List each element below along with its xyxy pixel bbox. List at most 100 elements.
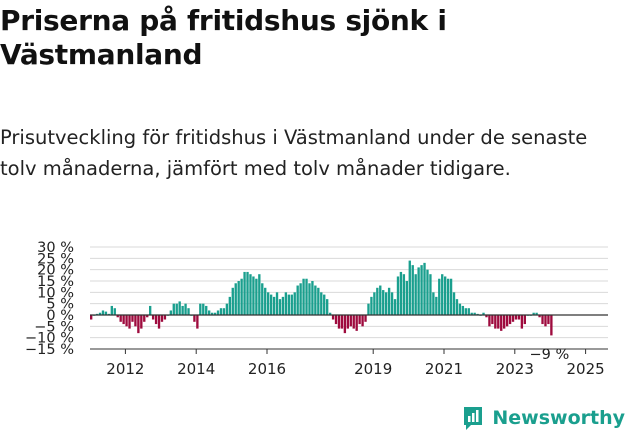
bar — [216, 310, 220, 315]
bar — [169, 310, 172, 315]
bar — [287, 294, 290, 315]
bar — [523, 315, 526, 325]
bar — [396, 276, 400, 315]
y-tick-label: 15 % — [37, 274, 74, 290]
bar — [429, 274, 432, 315]
bar — [370, 296, 373, 315]
bar — [458, 303, 462, 315]
bar — [346, 315, 349, 329]
bar — [544, 315, 547, 327]
bar — [261, 283, 264, 315]
bar — [514, 315, 518, 320]
bar — [349, 315, 352, 327]
bar — [337, 315, 341, 329]
bar — [264, 287, 267, 315]
bar — [149, 305, 152, 315]
bar — [376, 287, 379, 315]
bar — [520, 315, 524, 329]
bar — [352, 315, 355, 329]
bar — [181, 305, 184, 315]
bar — [467, 308, 470, 315]
newsworthy-brand[interactable]: Newsworthy — [462, 403, 625, 433]
bar — [358, 315, 361, 325]
x-tick-label: 2023 — [496, 360, 534, 378]
bar — [390, 292, 394, 315]
bar — [255, 278, 258, 315]
bar — [210, 312, 214, 315]
bar — [296, 285, 299, 315]
bar — [146, 315, 149, 318]
bar — [414, 274, 417, 315]
x-tick-label: 2016 — [248, 360, 286, 378]
bar — [420, 265, 423, 315]
bar — [367, 303, 370, 315]
bar — [122, 315, 125, 325]
bar — [98, 312, 102, 315]
bar — [328, 312, 332, 315]
bar — [284, 292, 288, 315]
bar — [140, 315, 143, 329]
bar — [399, 271, 403, 315]
bar — [196, 315, 199, 329]
x-tick-label: 2021 — [425, 360, 463, 378]
bar — [446, 278, 450, 315]
bar-chart: −15 %−10 %−5 %0 %5 %10 %15 %20 %25 %30 %… — [25, 240, 608, 378]
bar — [305, 278, 308, 315]
bar — [323, 294, 326, 315]
bar — [473, 312, 476, 315]
chart-title: Priserna på fritidshus sjönk i Västmanla… — [0, 4, 447, 71]
bar — [184, 303, 187, 315]
y-tick-label: 10 % — [37, 285, 74, 301]
bar — [137, 315, 140, 334]
x-tick-label: 2019 — [354, 360, 392, 378]
bar — [405, 281, 408, 315]
bar — [151, 315, 155, 320]
bar — [213, 312, 217, 315]
bar — [494, 315, 497, 329]
bar — [90, 315, 93, 320]
bar — [228, 296, 231, 315]
bar — [485, 315, 488, 318]
bar — [508, 315, 512, 325]
bar — [340, 315, 344, 329]
bar — [278, 299, 282, 315]
bar — [449, 278, 453, 315]
bar — [438, 278, 441, 315]
bar — [379, 285, 382, 315]
bar — [116, 315, 119, 318]
bar — [550, 315, 553, 336]
bar — [231, 287, 234, 315]
bar — [441, 274, 444, 315]
bar — [101, 310, 105, 315]
bar — [488, 315, 491, 327]
bar — [125, 315, 128, 327]
bar — [172, 303, 175, 315]
y-tick-label: −5 % — [34, 319, 74, 335]
bar — [252, 276, 255, 315]
y-tick-label: 30 % — [37, 240, 74, 256]
y-tick-label: 20 % — [37, 263, 74, 279]
chart-subtitle: Prisutveckling för fritidshus i Västmanl… — [0, 126, 588, 180]
x-tick-label: 2014 — [177, 360, 215, 378]
bar — [205, 305, 208, 315]
bar — [258, 274, 261, 315]
bar — [373, 292, 376, 315]
bar — [199, 303, 202, 315]
bar — [402, 274, 406, 315]
bar — [432, 292, 435, 315]
bar — [187, 308, 190, 315]
bar — [293, 292, 296, 315]
bar — [320, 292, 323, 315]
bar — [547, 315, 550, 325]
y-tick-label: −10 % — [25, 331, 74, 347]
bar — [308, 283, 311, 315]
bar — [193, 315, 196, 322]
bar — [464, 308, 467, 315]
bar — [317, 287, 320, 315]
bar — [104, 311, 108, 315]
bar — [538, 315, 541, 318]
bar — [237, 281, 240, 315]
bar — [535, 312, 538, 315]
bar — [311, 281, 314, 315]
y-tick-label: 25 % — [37, 251, 74, 267]
